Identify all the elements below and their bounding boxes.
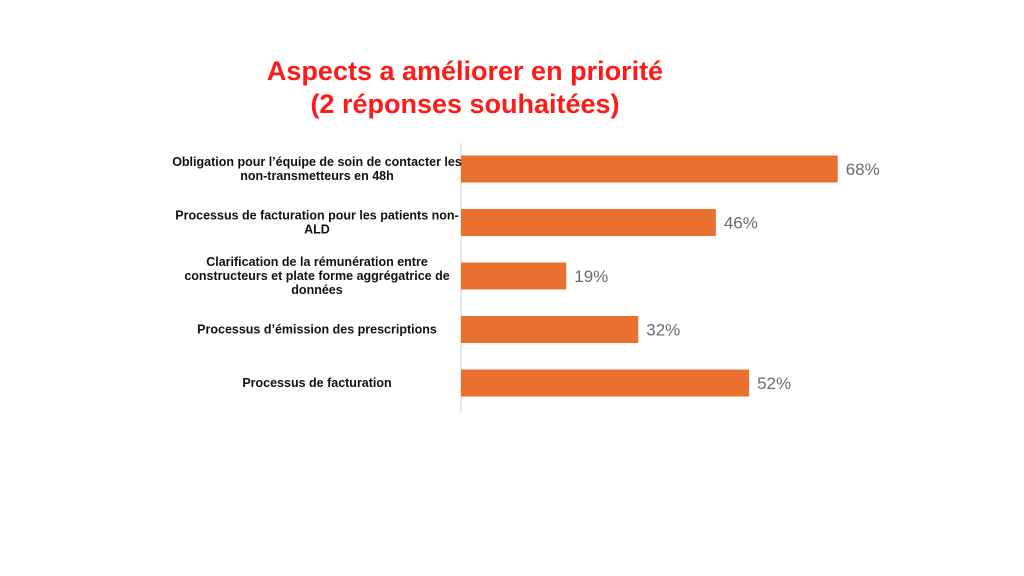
category-label-3: Clarification de la rémunération entre co… [184, 255, 449, 297]
bar-2 [461, 209, 716, 236]
category-label-1: Obligation pour l’équipe de soin de cont… [172, 155, 462, 183]
value-label-4: 32% [646, 321, 680, 340]
chart-title-line-2: (2 réponses souhaitées) [310, 89, 620, 119]
bar-5 [461, 369, 750, 397]
category-label-4: Processus d’émission des prescriptions [197, 323, 437, 337]
bars-group: 68% Obligation pour l’équipe de soin de c… [172, 155, 880, 397]
value-label-5: 52% [757, 374, 791, 393]
chart-title-line-1: Aspects a améliorer en priorité [266, 56, 664, 86]
value-label-1: 68% [846, 160, 880, 179]
bar-3 [461, 262, 567, 290]
value-label-3: 19% [574, 267, 608, 286]
value-label-2: 46% [724, 214, 758, 233]
category-label-5: Processus de facturation [242, 376, 391, 390]
category-label-2: Processus de facturation pour les patien… [175, 209, 458, 237]
bar-1 [461, 155, 838, 183]
chart-title: Aspects a améliorer en priorité (2 répon… [200, 55, 730, 121]
bar-4 [461, 316, 639, 343]
